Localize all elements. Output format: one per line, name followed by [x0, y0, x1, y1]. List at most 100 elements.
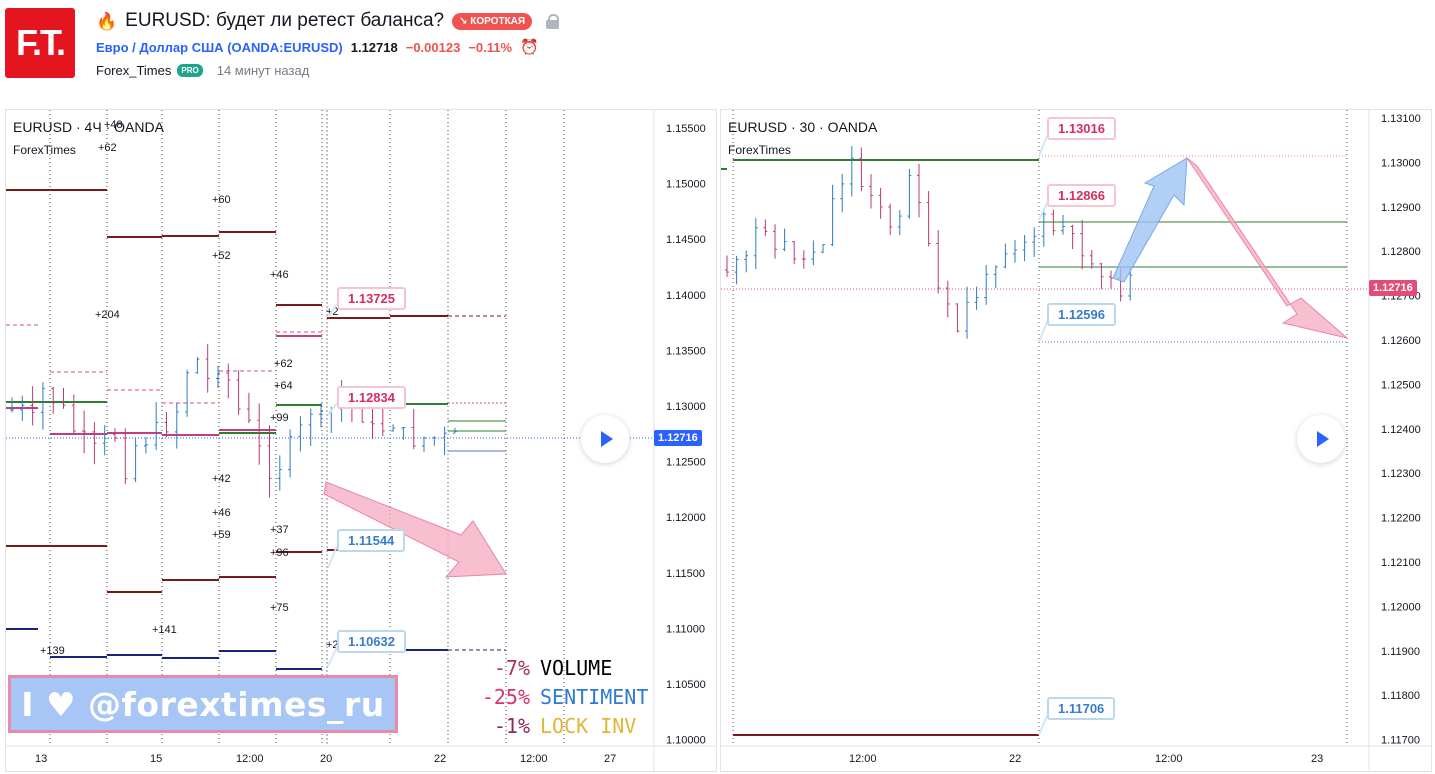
symbol-link[interactable]: Евро / Доллар США (OANDA:EURUSD)	[96, 40, 343, 55]
legend-pct: -1%	[493, 714, 530, 738]
play-replay-button[interactable]	[1297, 415, 1345, 463]
price-axis-label: 1.12000	[666, 512, 706, 524]
price-axis-label: 1.12300	[1381, 468, 1421, 480]
price-axis-label: 1.12800	[1381, 246, 1421, 258]
volume-annotation: +52	[212, 250, 231, 262]
time-axis-label: 22	[434, 753, 446, 765]
price-axis-label: 1.12600	[1381, 335, 1421, 347]
volume-annotation: +96	[270, 547, 289, 559]
callout-pointer	[327, 646, 338, 667]
volume-annotation: +37	[270, 524, 289, 536]
time-axis-label: 20	[320, 753, 332, 765]
volume-annotation: +62	[98, 142, 117, 154]
volume-annotation: +99	[270, 412, 289, 424]
symbol-price: 1.12718	[350, 39, 398, 55]
chart-4h-canvas[interactable]: 1.15500 1.15000 1.14500 1.14000 1.13500 1.130…	[6, 110, 717, 772]
author-name[interactable]: Forex_Times	[96, 62, 172, 78]
time-axis-label: 13	[35, 753, 47, 765]
price-axis-label: 1.11000	[666, 623, 705, 635]
volume-annotation: +204	[95, 309, 120, 321]
level-callout: 1.10632	[337, 630, 406, 653]
symbol-name: Евро / Доллар США	[96, 39, 224, 55]
promo-banner: I ♥ @forextimes_ru	[8, 675, 398, 733]
chart-30m-panel[interactable]: 1.13100 1.13000 1.12900 1.12800 1.12700 1.126…	[720, 109, 1432, 772]
time-axis-label: 27	[604, 753, 616, 765]
forecast-arrow-down	[1186, 157, 1348, 339]
price-axis-label: 1.10500	[666, 679, 706, 691]
time-axis-label: 15	[150, 753, 162, 765]
chart-4h-panel[interactable]: 1.15500 1.15000 1.14500 1.14000 1.13500 1.130…	[5, 109, 717, 772]
legend-label: VOLUME	[540, 656, 613, 680]
price-axis-label: 1.14000	[666, 290, 706, 302]
idea-title-row: 🔥 EURUSD: будет ли ретест баланса? ↘ КОР…	[96, 9, 560, 33]
level-callout: 1.11544	[337, 529, 406, 552]
price-axis-label: 1.11700	[1381, 735, 1420, 747]
level-callout: 1.12596	[1047, 303, 1116, 326]
factor-legend: -7% VOLUME -25% SENTIMENT -1% LOCK INV	[456, 654, 660, 741]
price-axis-label: 1.12500	[666, 457, 706, 469]
level-callout: 1.12834	[337, 386, 406, 409]
volume-annotation: +75	[270, 602, 289, 614]
level-callout: 1.13725	[337, 287, 406, 310]
price-axis-label: 1.13100	[1381, 113, 1421, 125]
author-logo[interactable]: F.T.	[5, 8, 75, 78]
price-axis-label: 1.11800	[1381, 690, 1420, 702]
price-axis-label: 1.10000	[666, 735, 706, 747]
lock-icon	[546, 14, 560, 29]
volume-annotation: +60	[212, 194, 231, 206]
volume-annotation: +64	[274, 380, 293, 392]
short-direction-badge: ↘ КОРОТКАЯ	[452, 12, 533, 30]
logo-text: F.T.	[15, 22, 66, 63]
forecast-arrow-down	[323, 481, 507, 578]
volume-annotation: +139	[40, 645, 65, 657]
callout-pointer	[1038, 202, 1048, 221]
legend-label: LOCK INV	[540, 714, 637, 738]
price-axis-label: 1.11900	[1381, 646, 1420, 658]
legend-row-volume: -7% VOLUME	[456, 654, 660, 683]
play-replay-button[interactable]	[581, 415, 629, 463]
symbol-change: −0.00123	[405, 39, 461, 55]
chart-4h-author-label: ForexTimes	[13, 143, 76, 157]
legend-label: SENTIMENT	[540, 685, 649, 709]
callout-pointer	[1038, 321, 1048, 343]
volume-annotation: +141	[152, 624, 177, 636]
price-axis-label: 1.12100	[1381, 557, 1421, 569]
level-callout: 1.13016	[1047, 117, 1116, 140]
price-axis-label: 1.12000	[1381, 601, 1421, 613]
price-axis-label: 1.15500	[666, 123, 706, 135]
symbol-quote-row: Евро / Доллар США (OANDA:EURUSD) 1.12718…	[96, 38, 539, 56]
time-axis-label: 12:00	[849, 753, 877, 765]
callout-pointer	[327, 402, 338, 416]
volume-annotation: +42	[212, 473, 231, 485]
price-axis-label: 1.14500	[666, 234, 706, 246]
legend-pct: -7%	[493, 656, 530, 680]
price-axis-label: 1.12500	[1381, 379, 1421, 391]
level-callout: 1.12866	[1047, 184, 1116, 207]
volume-annotation: +46	[212, 507, 231, 519]
time-axis-label: 12:00	[520, 753, 548, 765]
callout-pointer	[1038, 715, 1048, 736]
price-axis-label: 1.11500	[666, 568, 705, 580]
volume-annotation: +46	[270, 269, 289, 281]
legend-row-lock-inv: -1% LOCK INV	[456, 712, 660, 741]
volume-annotation: +48	[104, 119, 123, 131]
current-price-tag: 1.12716	[1369, 280, 1417, 296]
time-axis-label: 22	[1009, 753, 1021, 765]
price-axis-label: 1.13500	[666, 345, 706, 357]
promo-banner-text: I ♥ @forextimes_ru	[21, 684, 385, 724]
chart-30m-title: EURUSD · 30 · OANDA	[728, 119, 878, 135]
pro-badge: PRO	[177, 63, 203, 77]
author-row: Forex_Times PRO 14 минут назад	[96, 61, 309, 79]
time-axis-label: 23	[1311, 753, 1323, 765]
price-axis-label: 1.12400	[1381, 424, 1421, 436]
volume-annotation: +59	[212, 529, 231, 541]
flame-icon: 🔥	[96, 11, 118, 31]
alarm-clock-icon[interactable]: ⏰	[520, 39, 539, 56]
chart-4h-title: EURUSD · 4Ч · OANDA	[13, 119, 164, 135]
chart-30m-canvas[interactable]: 1.131001.130001.129001.128001.127001.126…	[721, 110, 1432, 772]
price-axis-label: 1.15000	[666, 179, 706, 191]
legend-row-sentiment: -25% SENTIMENT	[456, 683, 660, 712]
callout-pointer	[1038, 135, 1048, 157]
price-axis-label: 1.13000	[1381, 157, 1421, 169]
legend-pct: -25%	[481, 685, 530, 709]
